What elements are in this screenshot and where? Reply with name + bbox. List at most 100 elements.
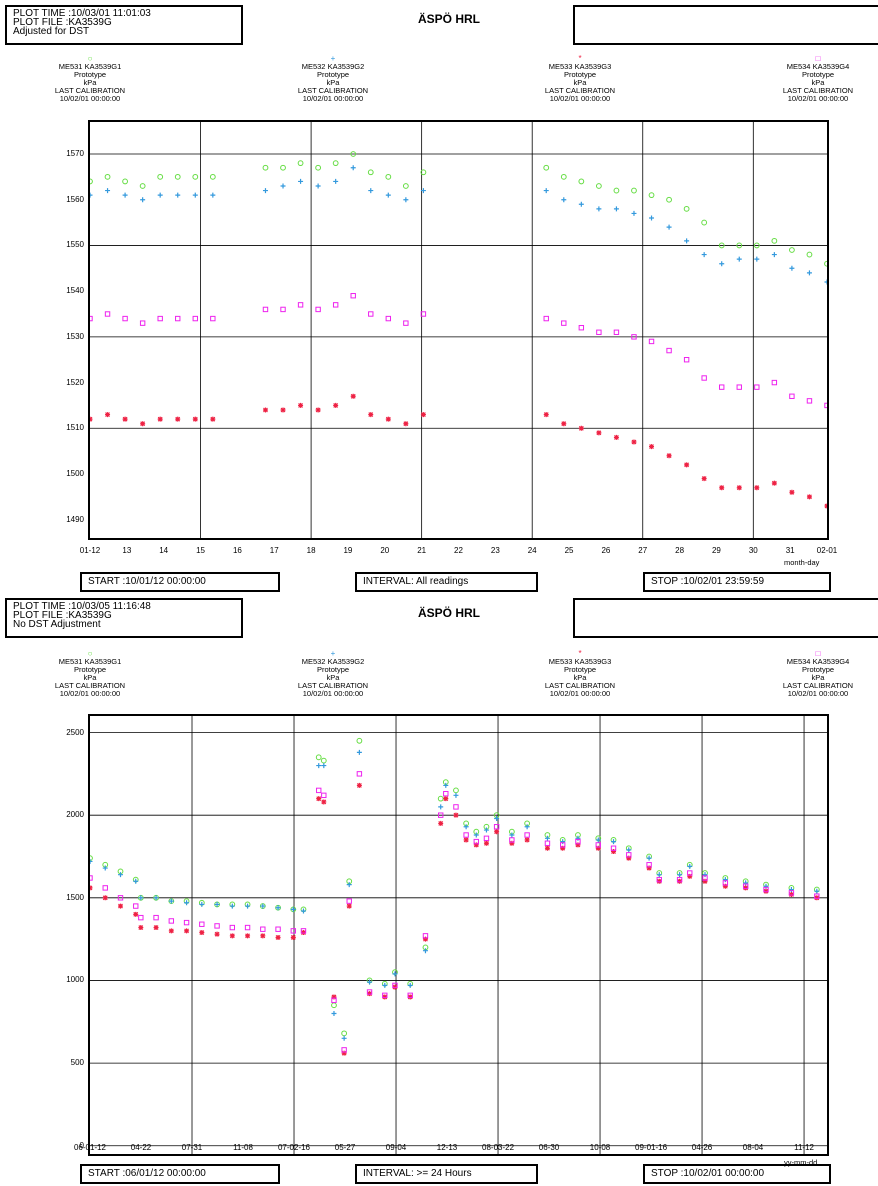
data-point [122, 315, 128, 322]
data-point [275, 926, 281, 932]
data-point [771, 480, 777, 486]
data-point [117, 903, 123, 909]
y-tick-label: 1510 [66, 423, 84, 433]
data-point [626, 852, 632, 858]
data-point [648, 338, 655, 345]
data-point [262, 188, 268, 194]
data-point [483, 840, 489, 846]
data-point [157, 315, 163, 322]
sensor-legend-g2: + ME532 KA3539G2 Prototype kPa LAST CALI… [283, 650, 383, 698]
series-1 [90, 151, 827, 267]
series-2 [90, 165, 827, 285]
data-point [613, 434, 619, 440]
data-point [701, 476, 707, 482]
data-point [346, 898, 352, 904]
data-point [245, 903, 251, 909]
data-point [214, 931, 220, 937]
data-point [613, 329, 620, 335]
data-point [315, 407, 321, 413]
data-point [244, 924, 251, 931]
data-point [346, 903, 352, 909]
x-tick-label: 04-26 [691, 1143, 713, 1152]
data-point [321, 763, 327, 769]
data-point [722, 880, 729, 886]
data-point [192, 173, 199, 180]
data-point [656, 878, 662, 884]
sensor-unit: kPa [573, 78, 587, 87]
x-tick-label: 19 [343, 546, 353, 555]
data-point [368, 311, 374, 317]
calibration-date: 10/02/01 00:00:00 [787, 94, 849, 103]
data-point [437, 795, 444, 802]
data-point [199, 930, 205, 936]
data-point [473, 842, 479, 848]
data-point [157, 192, 163, 198]
data-point [102, 895, 108, 901]
calibration-label: LAST CALIBRATION [54, 681, 126, 690]
data-point [332, 160, 339, 167]
data-point [806, 251, 813, 258]
data-point [771, 252, 777, 258]
data-point [321, 799, 327, 805]
data-point [806, 270, 812, 276]
data-point [356, 782, 362, 788]
data-point [719, 485, 725, 491]
dst-note: No DST Adjustment [13, 619, 101, 630]
data-point [102, 865, 108, 871]
data-point [139, 183, 146, 189]
data-point [610, 845, 617, 851]
data-point [543, 412, 549, 418]
x-tick-label: 02-01 [816, 546, 838, 555]
blank-info-box [573, 5, 878, 45]
data-point [559, 842, 566, 848]
data-point [595, 845, 601, 851]
x-tick-label: 30 [748, 546, 758, 555]
y-tick-label: 1530 [66, 331, 84, 341]
data-point [298, 178, 304, 184]
data-point [763, 883, 769, 889]
data-point [560, 839, 566, 845]
data-point [677, 872, 683, 878]
sensor-unit: kPa [83, 78, 97, 87]
data-point [420, 169, 427, 176]
data-point [315, 306, 321, 313]
data-point [356, 737, 363, 744]
data-point [789, 393, 795, 399]
data-point [656, 876, 662, 883]
data-point [117, 872, 123, 878]
circle-marker-icon: ○ [87, 54, 93, 63]
data-point [473, 832, 479, 838]
y-tick-label: 1000 [66, 975, 84, 985]
chart-svg [90, 716, 827, 1154]
data-point [133, 878, 139, 884]
data-point [754, 256, 760, 262]
sensor-legend-g3: * ME533 KA3539G3 Prototype kPa LAST CALI… [530, 55, 630, 103]
data-point [684, 238, 690, 244]
data-point [157, 416, 163, 422]
data-point [814, 895, 820, 901]
data-point [300, 928, 307, 934]
data-point [366, 989, 373, 995]
data-point [138, 895, 144, 901]
data-point [666, 347, 672, 354]
y-tick-label: 1490 [66, 514, 84, 524]
plot-time: PLOT TIME :10/03/01 11:01:03 [13, 8, 151, 19]
calibration-label: LAST CALIBRATION [54, 86, 126, 95]
sensor-type: Prototype [316, 665, 350, 674]
x-tick-label: 26 [601, 546, 611, 555]
data-point [382, 982, 388, 988]
data-point [90, 858, 93, 864]
data-point [814, 893, 820, 899]
data-point [788, 892, 794, 898]
data-point [788, 890, 795, 896]
data-point [524, 832, 530, 838]
sensor-id: ME532 KA3539G2 [301, 62, 365, 71]
data-point [543, 315, 549, 322]
data-point [719, 384, 725, 390]
y-tick-label: 1500 [66, 892, 84, 902]
data-point [763, 888, 769, 894]
data-point [168, 898, 174, 904]
data-point [392, 984, 398, 990]
data-point [806, 494, 812, 500]
data-point [368, 412, 374, 418]
